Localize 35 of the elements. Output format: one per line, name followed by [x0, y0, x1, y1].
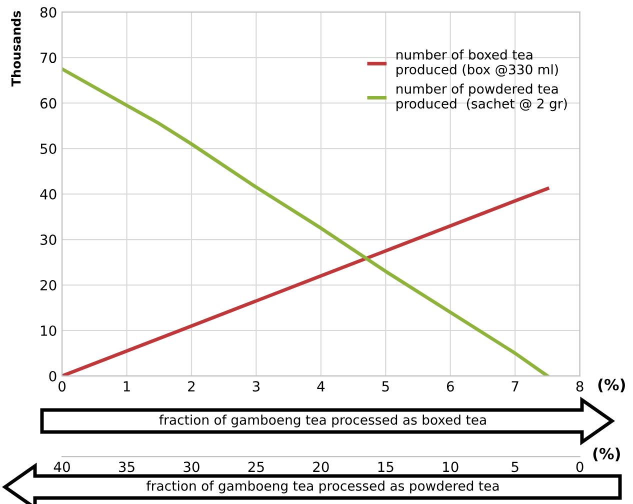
x2-tick-label: 20: [313, 462, 329, 472]
x-axis-title: fraction of gamboeng tea processed as boxed tea: [159, 414, 486, 428]
y-tick-label: 50: [40, 144, 56, 154]
line-series: [62, 186, 550, 376]
y-tick-label: 60: [40, 98, 56, 109]
legend-label: number of boxed tea produced (box @330 ml): [396, 49, 558, 77]
y-tick-label: 70: [40, 52, 56, 64]
x2-tick-label: 10: [443, 462, 458, 472]
x-tick-label: 7: [512, 381, 518, 392]
x-tick-label: 5: [382, 381, 389, 392]
x2-tick-label: 35: [118, 462, 134, 472]
x2-tick-label: 5: [512, 462, 518, 472]
x-tick-label: 1: [124, 381, 130, 392]
x-tick-label: 4: [317, 381, 325, 392]
x2-tick-label: 0: [576, 462, 584, 472]
text: (%): [598, 378, 625, 392]
y-tick-label: 20: [40, 280, 56, 290]
y-tick-label: 10: [41, 325, 56, 336]
x-tick-label: 2: [188, 381, 195, 392]
x-tick-label: 6: [446, 381, 454, 392]
x2-axis-title: fraction of gamboeng tea processed as powdered tea: [146, 480, 499, 494]
x2-tick-label: 25: [248, 462, 264, 472]
y-axis-title: Thousands: [11, 11, 21, 86]
y-tick-label: 0: [49, 370, 56, 382]
x2-tick-label: 30: [184, 462, 200, 472]
x-tick-label: 3: [252, 381, 260, 392]
x-tick-label: 0: [58, 381, 66, 392]
x-tick-label: 8: [576, 381, 584, 392]
y-tick-label: 40: [40, 189, 56, 200]
text: (%): [593, 448, 620, 462]
y-tick-label: 80: [40, 7, 56, 18]
x2-tick-label: 15: [378, 462, 394, 472]
legend-label: number of powdered tea produced (sachet @ 2 gr): [396, 84, 567, 112]
x2-tick-label: 40: [54, 462, 70, 472]
y-tick-label: 30: [40, 234, 56, 245]
